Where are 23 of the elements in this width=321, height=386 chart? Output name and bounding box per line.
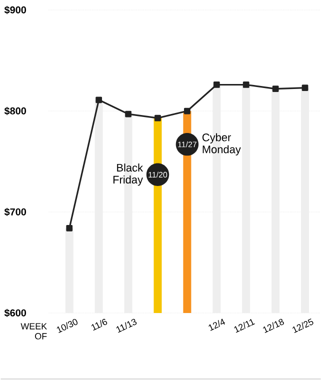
annotation: Black Friday <box>113 164 143 186</box>
point <box>66 224 72 232</box>
y-tick-label: $800 <box>4 106 26 116</box>
point <box>184 108 190 114</box>
point <box>213 82 220 88</box>
y-tick-label: $900 <box>4 6 26 14</box>
y-tick-label: $600 <box>4 308 26 318</box>
x-tick-label: 10/30 <box>56 318 78 333</box>
x-tick-label: 12/25 <box>292 318 314 333</box>
x-tick-label: 12/18 <box>262 318 284 333</box>
x-tick-label: 12/4 <box>208 318 225 331</box>
annotation: Cyber Monday <box>202 133 241 156</box>
point <box>154 114 161 122</box>
point <box>302 84 308 91</box>
point <box>124 110 132 118</box>
point <box>272 86 279 92</box>
x-tick-label: 11/6 <box>91 318 107 331</box>
x-axis-title: WEEK OF <box>20 323 47 340</box>
point <box>95 96 102 104</box>
x-tick-label: 12/11 <box>234 319 255 333</box>
point <box>242 82 250 88</box>
y-tick-label: $700 <box>4 208 26 216</box>
x-tick-label: 11/13 <box>116 318 136 333</box>
